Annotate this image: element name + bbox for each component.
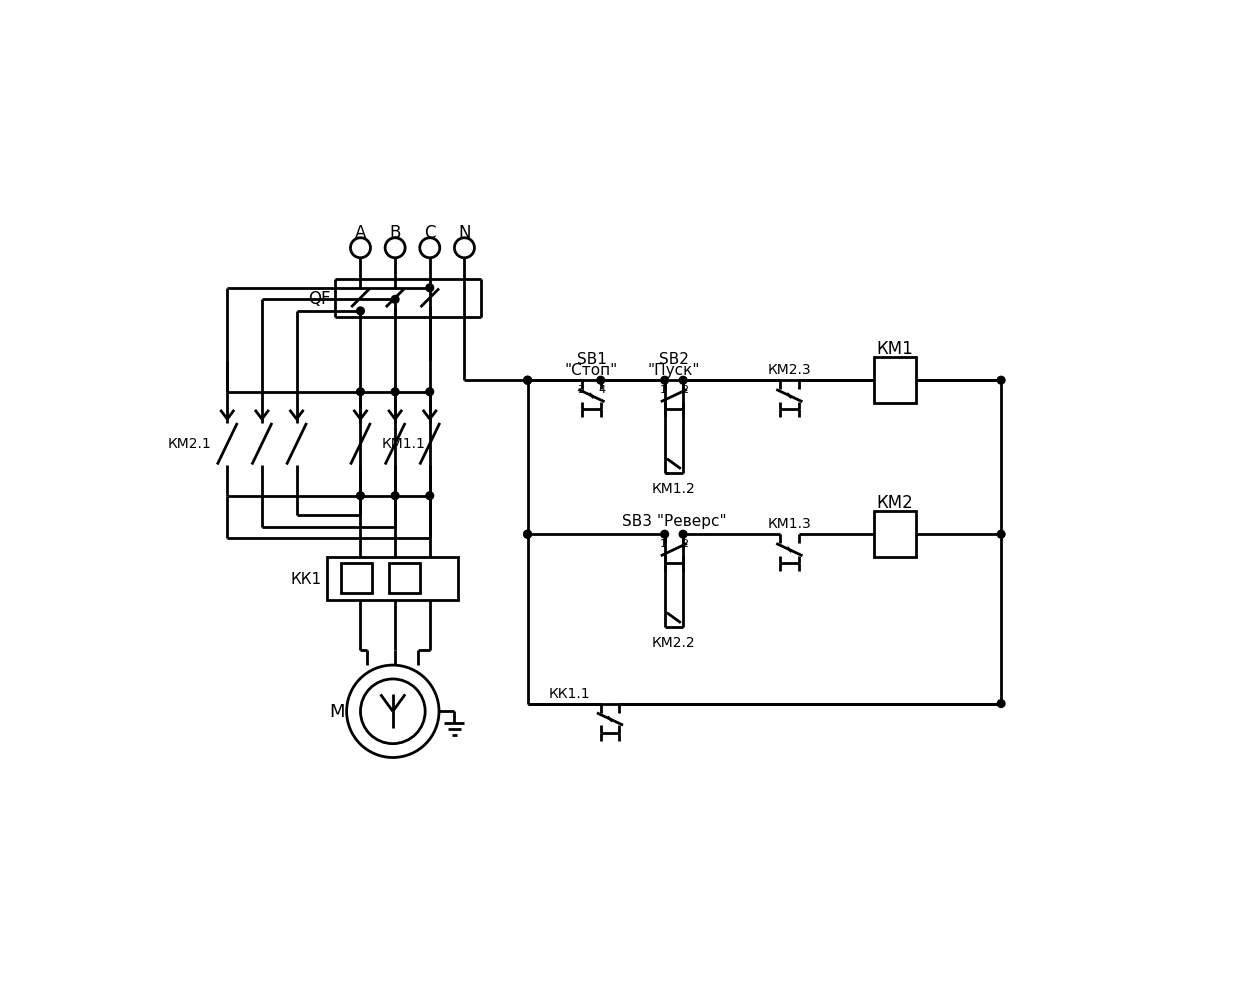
Text: КК1: КК1	[291, 571, 322, 586]
Text: SB1: SB1	[576, 352, 606, 367]
Text: КМ2.3: КМ2.3	[767, 363, 812, 377]
Circle shape	[524, 531, 532, 539]
Text: C: C	[424, 224, 436, 243]
Circle shape	[426, 284, 434, 292]
Text: N: N	[458, 224, 471, 243]
Text: "Стоп": "Стоп"	[565, 363, 618, 378]
Text: 2: 2	[681, 539, 688, 549]
Circle shape	[997, 377, 1005, 385]
Circle shape	[660, 531, 669, 539]
Circle shape	[357, 308, 364, 315]
Circle shape	[997, 531, 1005, 539]
Text: КК1.1: КК1.1	[549, 686, 591, 700]
Circle shape	[426, 492, 434, 500]
Text: КМ2: КМ2	[876, 493, 913, 511]
Text: КМ2.1: КМ2.1	[169, 437, 212, 451]
Circle shape	[392, 492, 399, 500]
Bar	[327, 558, 458, 600]
Text: "Пуск": "Пуск"	[648, 363, 700, 378]
Circle shape	[679, 377, 686, 385]
Text: 1: 1	[659, 385, 667, 395]
Text: 3: 3	[577, 385, 585, 395]
Circle shape	[524, 377, 532, 385]
Circle shape	[392, 296, 399, 304]
Text: 4: 4	[598, 385, 606, 395]
Text: КМ1.3: КМ1.3	[767, 517, 812, 531]
Circle shape	[524, 531, 532, 539]
Circle shape	[357, 389, 364, 397]
Text: КМ2.2: КМ2.2	[652, 635, 695, 649]
Circle shape	[524, 377, 532, 385]
Text: SB2: SB2	[659, 352, 689, 367]
Circle shape	[426, 389, 434, 397]
Circle shape	[357, 492, 364, 500]
Text: QF: QF	[309, 289, 331, 307]
Circle shape	[392, 389, 399, 397]
Circle shape	[597, 377, 605, 385]
Text: КМ1.2: КМ1.2	[652, 481, 696, 495]
Bar	[873, 358, 917, 404]
Text: A: A	[354, 224, 367, 243]
Text: КМ1.1: КМ1.1	[382, 437, 425, 451]
Bar	[389, 564, 420, 593]
Bar	[341, 564, 372, 593]
Circle shape	[679, 531, 686, 539]
Text: КМ1: КМ1	[876, 340, 913, 358]
Bar	[873, 512, 917, 558]
Text: B: B	[389, 224, 401, 243]
Text: 1: 1	[659, 539, 667, 549]
Circle shape	[660, 377, 669, 385]
Text: SB3 "Реверс": SB3 "Реверс"	[622, 513, 726, 528]
Text: M: M	[328, 703, 344, 721]
Text: 2: 2	[681, 385, 688, 395]
Circle shape	[997, 700, 1005, 708]
